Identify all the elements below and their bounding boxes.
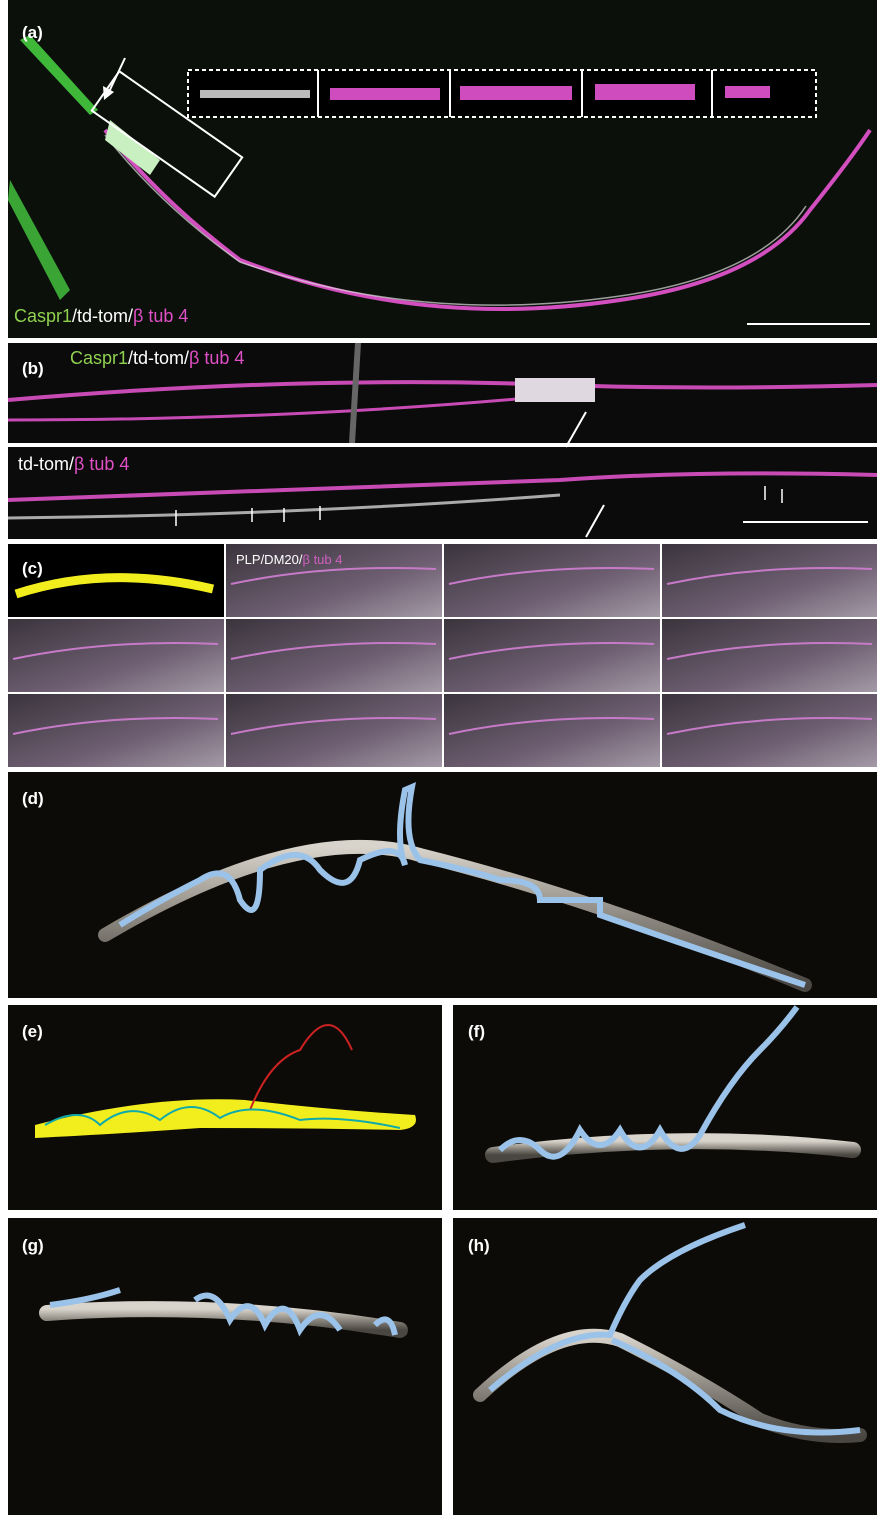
- process-trace: [44, 1106, 401, 1129]
- image-tile: [8, 619, 224, 692]
- channel-legend: Caspr1/td-tom/β tub 4: [14, 306, 188, 326]
- image-bg: [453, 1005, 877, 1210]
- image-tile: [444, 619, 660, 692]
- myelin-process: [118, 782, 806, 988]
- green-stain: [8, 180, 70, 300]
- legend-part: PLP/DM20/: [236, 552, 303, 567]
- fiber: [666, 567, 873, 585]
- green-stain: [20, 35, 98, 115]
- channel-legend: td-tom/β tub 4: [18, 454, 129, 474]
- image-tile: [8, 694, 224, 767]
- panel-h: (h): [453, 1218, 877, 1515]
- fiber: [12, 642, 219, 660]
- axon: [104, 134, 807, 306]
- image-tile: [226, 619, 442, 692]
- panel-c: (c) PLP/DM20/β tub 4: [8, 543, 877, 767]
- panel-a: (a) Caspr1/td-tom/β tub 4: [8, 0, 877, 338]
- panel-label: (e): [22, 1022, 43, 1041]
- image-bg: [8, 1218, 442, 1515]
- fiber: [230, 642, 437, 660]
- panel-g: (g): [8, 1218, 442, 1515]
- image-tile: [444, 544, 660, 617]
- myelin-process: [49, 1287, 398, 1337]
- myelin-process: [497, 1005, 800, 1160]
- fiber: [230, 567, 437, 585]
- myelin-process: [488, 1222, 861, 1436]
- panel-label: (h): [468, 1236, 490, 1255]
- node: [105, 120, 160, 175]
- panel-d: (d): [8, 772, 877, 998]
- arrow: [585, 504, 605, 538]
- panel-label: (g): [22, 1236, 44, 1255]
- inset-signal: [200, 84, 770, 100]
- arrowheads: [175, 486, 783, 526]
- panel-label: (d): [22, 789, 44, 808]
- fiber: [448, 642, 655, 660]
- panel-e: (e): [8, 1005, 442, 1210]
- panel-b: (b) Caspr1/td-tom/β tub 4 td-tom/β tub 4: [7, 342, 877, 539]
- fiber: [14, 573, 215, 599]
- legend-part: β tub 4: [302, 552, 342, 567]
- image-tile: [662, 544, 877, 617]
- panel-f: (f): [453, 1005, 877, 1210]
- panel-label: (a): [22, 23, 43, 42]
- channel-legend: PLP/DM20/β tub 4: [236, 552, 343, 567]
- image-tile: [662, 694, 877, 767]
- arrow: [565, 411, 587, 448]
- image-tile: [226, 694, 442, 767]
- fiber: [666, 642, 873, 660]
- axon: [7, 471, 877, 502]
- fiber: [666, 717, 873, 735]
- image-bg: [8, 343, 877, 443]
- fiber: [448, 567, 655, 585]
- inset-dividers: [317, 70, 713, 117]
- axon: [7, 493, 561, 520]
- panel-label: (b): [22, 359, 44, 378]
- arrow-head: [103, 86, 114, 100]
- axon-tube: [39, 1301, 408, 1338]
- process-trace: [249, 1024, 353, 1111]
- image-bg: [8, 447, 877, 539]
- panel-label: (c): [22, 559, 43, 578]
- panel-label: (f): [468, 1022, 485, 1041]
- channel-legend: Caspr1/td-tom/β tub 4: [70, 348, 244, 368]
- image-tile: [444, 694, 660, 767]
- axon: [103, 128, 872, 311]
- axon: [7, 393, 561, 422]
- fiber: [230, 717, 437, 735]
- image-tile: [226, 544, 442, 617]
- process: [349, 342, 361, 444]
- node: [515, 378, 595, 402]
- axon-surface: [35, 1099, 416, 1138]
- image-tile: [662, 619, 877, 692]
- arrow: [107, 57, 126, 95]
- fiber: [12, 717, 219, 735]
- fiber: [448, 717, 655, 735]
